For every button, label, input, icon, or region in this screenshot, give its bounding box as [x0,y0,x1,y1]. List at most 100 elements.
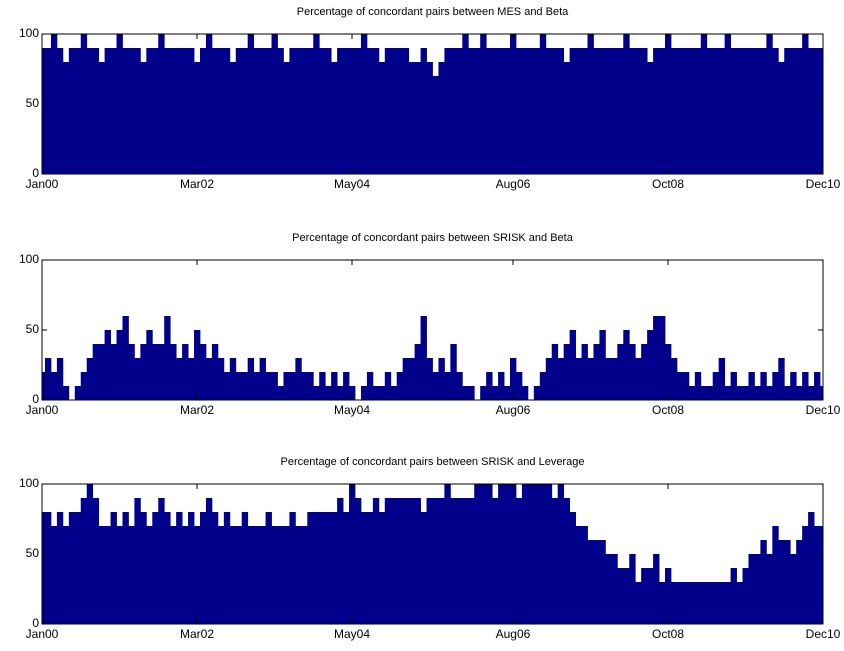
bar [182,344,189,400]
bar [551,48,559,174]
bar [86,48,94,174]
bar [176,512,183,624]
bar [814,372,821,400]
bar [635,358,642,400]
bar [378,386,386,400]
bar [766,34,773,174]
bar [217,48,225,174]
bar [587,34,594,174]
bar [623,330,630,400]
bar [211,512,219,624]
bar [307,48,314,174]
x-tick-label: Mar02 [180,177,214,191]
bar [390,48,398,174]
bar [468,498,475,624]
bar [527,484,535,624]
bar [164,512,171,624]
bar [563,62,571,174]
subplot: Percentage of concordant pairs between S… [19,456,841,641]
bar [331,512,338,624]
bar [688,582,696,624]
bar [742,568,749,624]
bar [319,372,326,400]
bar [62,526,70,624]
bar [521,48,529,174]
bar [694,48,702,174]
bar [271,34,278,174]
bar [50,526,58,624]
bar [122,48,129,174]
bar [319,48,326,174]
bar [635,48,642,174]
bar [241,372,249,400]
bar [569,330,576,400]
bar [808,386,815,400]
bar [199,512,207,624]
bar [337,386,344,400]
bar [396,372,404,400]
bar [617,344,624,400]
bar [593,48,600,174]
y-tick-label: 50 [26,96,40,110]
bar [492,498,499,624]
bar [605,554,612,624]
bar [510,484,517,624]
bar [277,48,284,174]
bar [74,512,82,624]
bar [760,372,767,400]
bar [802,526,809,624]
bar [670,48,678,174]
bar [736,48,743,174]
bar [790,372,797,400]
bar [498,484,505,624]
bar [372,386,380,400]
bar [718,582,726,624]
bar [802,372,809,400]
bar [676,48,684,174]
bar [581,48,588,174]
bar [462,498,469,624]
bar [462,386,469,400]
bar [444,484,451,624]
bar [629,344,636,400]
bar [271,372,278,400]
bar [784,48,791,174]
bar [44,48,52,174]
bar [641,48,648,174]
bar [474,484,481,624]
bar [378,512,386,624]
y-tick-label: 0 [32,392,39,406]
bar [86,484,94,624]
bar [301,526,308,624]
bar [426,498,433,624]
bar [92,344,100,400]
bar [575,48,582,174]
bar [492,386,499,400]
bar [229,62,237,174]
bar [283,62,290,174]
bar [128,344,135,400]
bar [325,386,332,400]
bar [337,48,344,174]
bar [217,358,225,400]
bar [420,316,427,400]
bar [742,48,749,174]
axes-box [41,33,824,175]
bar [295,526,302,624]
bar [301,372,308,400]
bar [384,48,392,174]
bar [456,48,463,174]
y-tick-label: 50 [26,322,40,336]
bar [480,386,487,400]
bar [444,372,451,400]
bar [182,526,189,624]
bar [563,344,571,400]
bar [539,34,547,174]
bar [313,512,320,624]
bar [772,526,779,624]
bar [468,386,475,400]
bar [796,540,803,624]
bar [122,316,129,400]
bar [343,512,350,624]
bar [557,484,565,624]
